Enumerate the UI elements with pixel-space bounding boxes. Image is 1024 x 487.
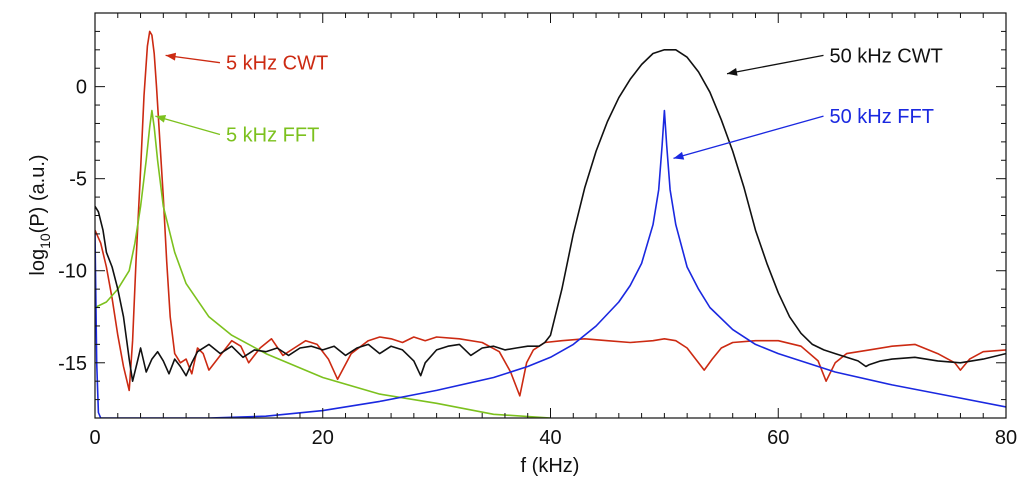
series-line-50-khz-cwt — [95, 48, 1006, 383]
annotation-arrowhead-5-khz-cwt — [165, 52, 177, 61]
y-tick-label: -15 — [58, 353, 87, 375]
annotation-label-50-khz-fft: 50 kHz FFT — [829, 106, 933, 128]
annotation-label-50-khz-cwt: 50 kHz CWT — [829, 45, 942, 67]
x-tick-label: 0 — [89, 427, 100, 449]
y-axis-title-main: log — [27, 249, 49, 276]
y-tick-label: -10 — [58, 261, 87, 283]
y-axis-title: log10(P) (a.u.) — [27, 154, 53, 275]
series-layer — [95, 30, 1006, 418]
annotation-arrow-50-khz-cwt — [726, 54, 824, 75]
x-axis-title: f (kHz) — [521, 455, 580, 477]
series-line-50-khz-fft — [95, 109, 1006, 418]
x-tick-label: 80 — [995, 427, 1017, 449]
series-line-5-khz-cwt — [95, 30, 1006, 397]
x-tick-label: 60 — [767, 427, 789, 449]
annotation-label-5-khz-fft: 5 kHz FFT — [226, 125, 319, 147]
x-tick-label: 40 — [539, 427, 561, 449]
annotation-label-5-khz-cwt: 5 kHz CWT — [226, 53, 328, 75]
ticks-layer: 0 20 40 60 80 0 -5 -10 -15 — [58, 12, 1017, 449]
annotation-arrow-5-khz-fft — [155, 115, 221, 136]
y-tick-label: -5 — [69, 169, 87, 191]
annotation-arrowhead-50-khz-fft — [673, 151, 685, 160]
y-axis-title-tail: (P) (a.u.) — [27, 154, 49, 233]
annotation-layer: 5 kHz CWT 5 kHz FFT 50 kHz CWT 50 kHz FFT — [155, 45, 943, 160]
y-tick-label: 0 — [76, 77, 87, 99]
annotation-arrowhead-50-khz-cwt — [727, 67, 738, 76]
series-line-5-khz-fft — [95, 109, 551, 418]
annotation-arrowhead-5-khz-fft — [155, 114, 167, 123]
x-tick-label: 20 — [312, 427, 334, 449]
y-axis-title-subscript: 10 — [37, 233, 53, 249]
annotation-arrow-50-khz-fft — [673, 115, 824, 160]
